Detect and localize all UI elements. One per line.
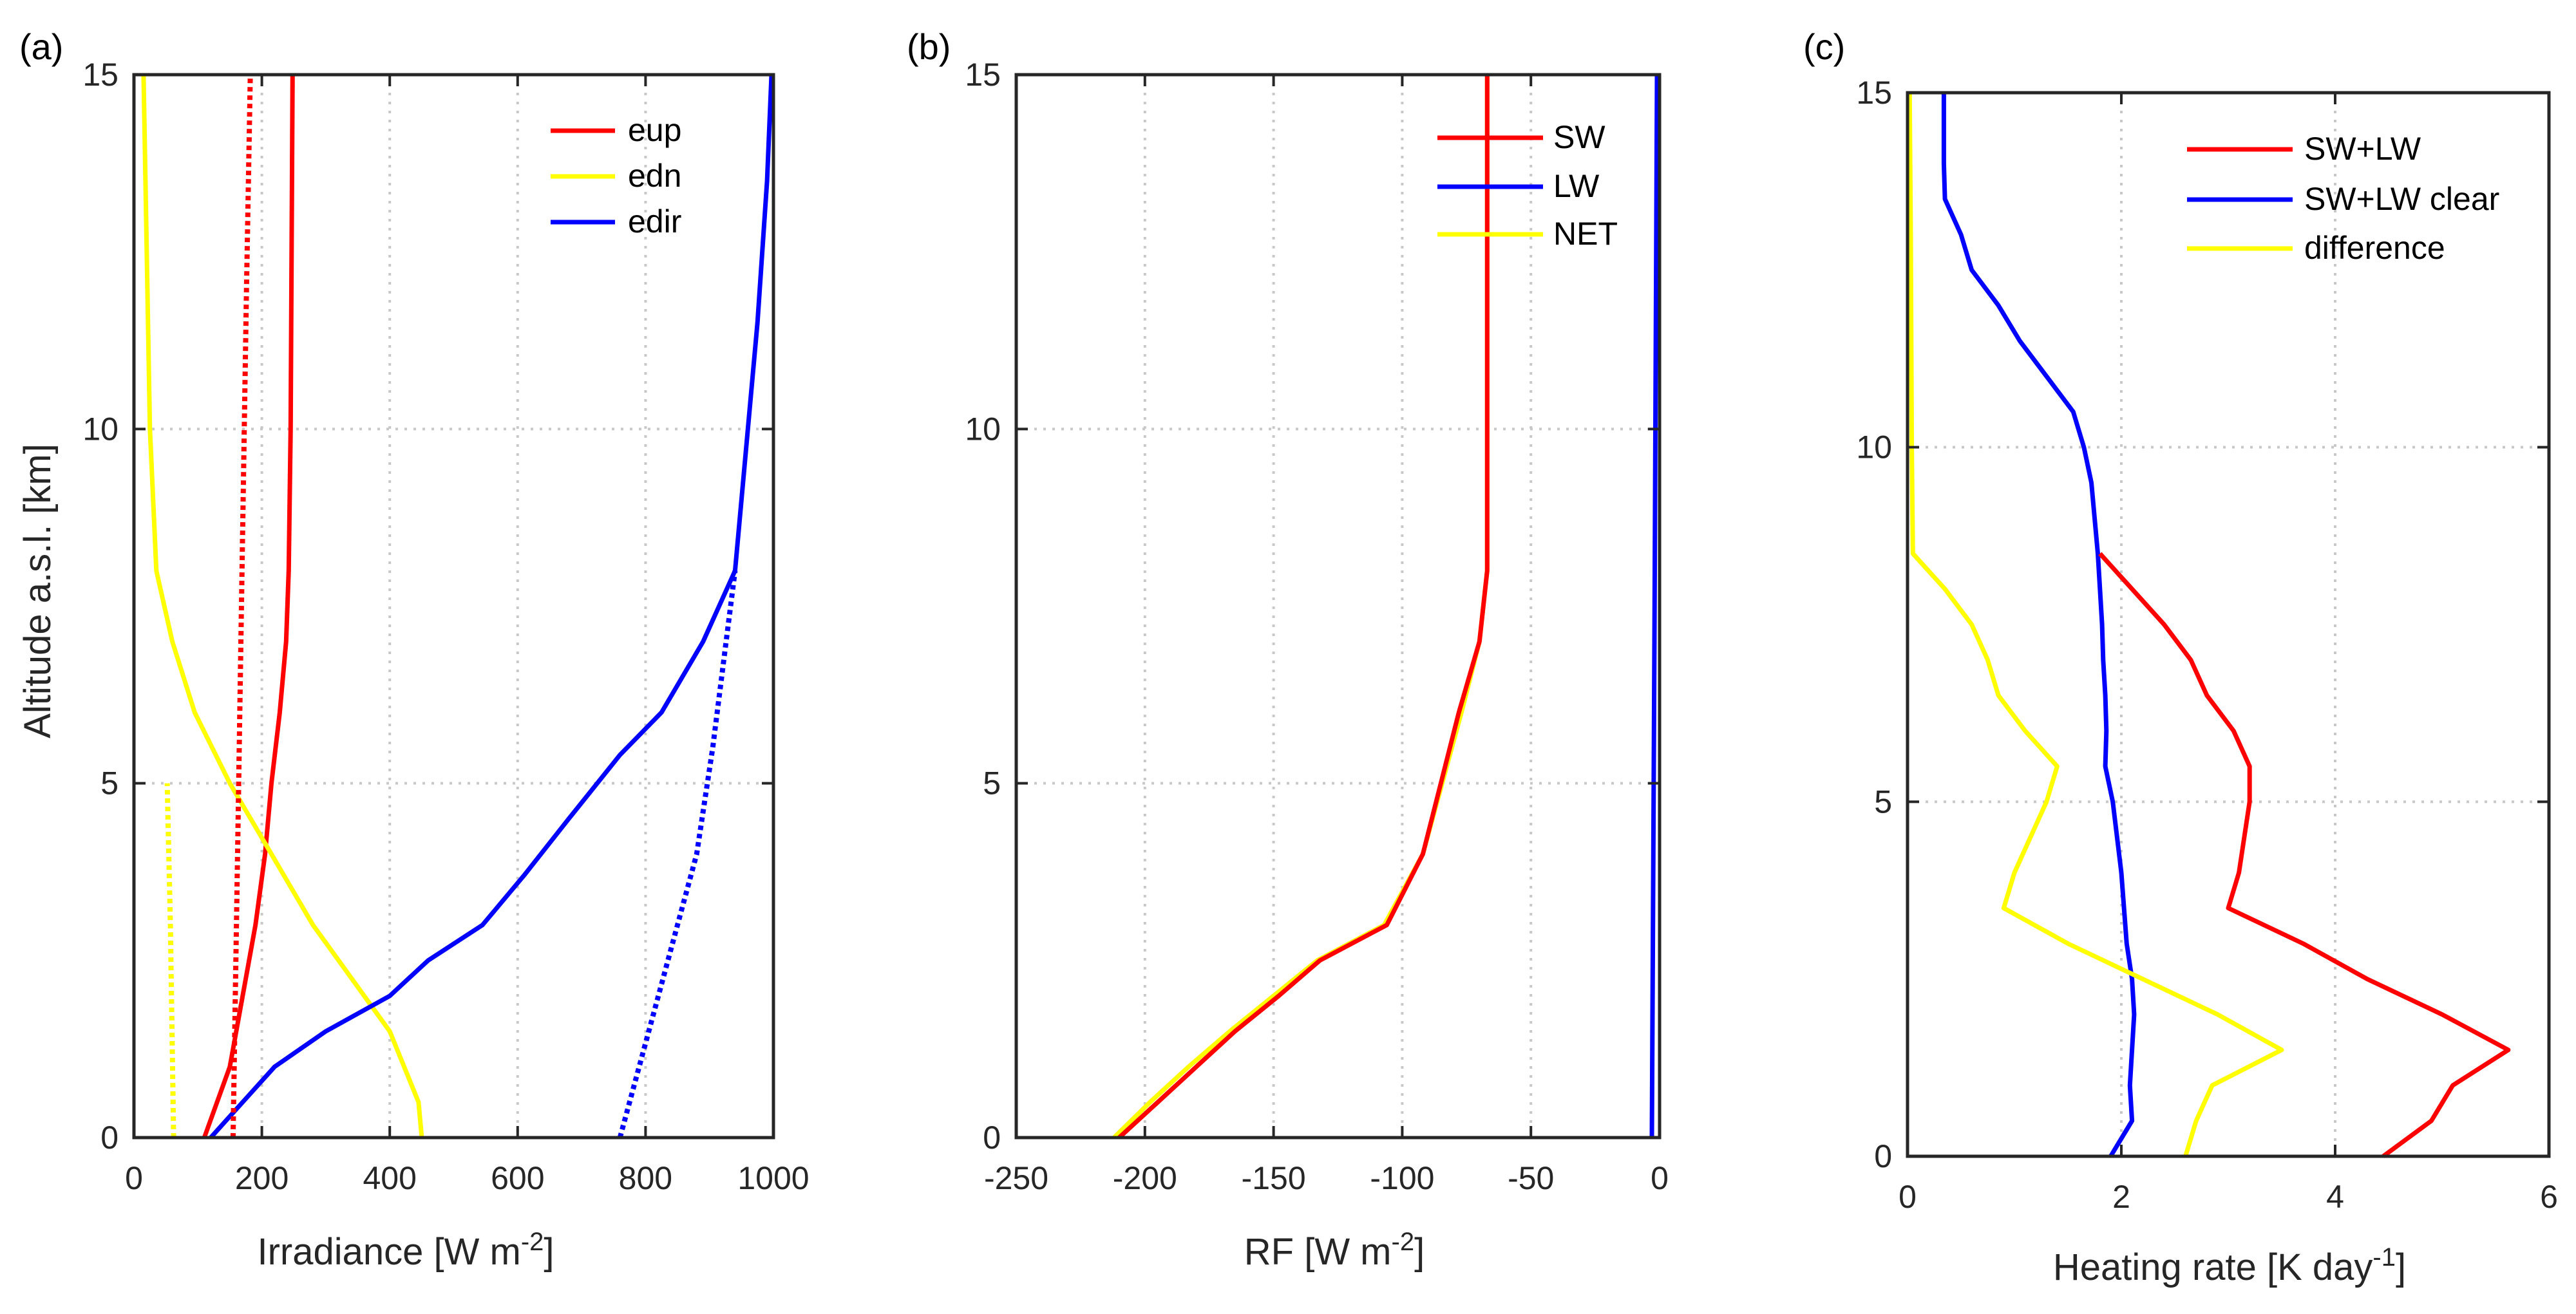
panel-c-ytick-label: 15 [1856,75,1892,111]
panel-b-label: (b) [907,26,951,67]
panel-b-xtick-label: -250 [984,1160,1048,1196]
panel-b-grid [1016,75,1660,1138]
panel-c-tick-labels: 0 2 4 6 0 5 10 15 [1856,75,2558,1215]
panel-b: (b) -250 -200 -150 -100 -50 0 0 5 10 15 RF [W m-2… [907,26,1669,1273]
panel-b-axes [1014,73,1662,1140]
panel-c-xtick-label: 2 [2112,1179,2130,1215]
series-line-edn [141,74,424,1138]
panel-a: (a) 0 200 400 600 800 1000 0 5 10 15 Irradiance [… [17,26,810,1273]
panel-b-ytick-label: 0 [983,1120,1001,1156]
panel-b-ytick-label: 15 [965,57,1001,93]
series-line-eup [202,74,295,1139]
panel-a-xtick-label: 200 [235,1160,289,1196]
series-line-edir-dotted [617,570,738,1139]
panel-a-xtick-label: 600 [491,1160,544,1196]
series-line-edir [209,74,774,1140]
panel-b-legend: SW LW NET [1437,119,1618,252]
panel-a-tick-labels: 0 200 400 600 800 1000 0 5 10 15 [82,57,809,1196]
panel-a-ytick-label: 5 [100,765,118,802]
panel-b-xtick-label: 0 [1651,1160,1669,1196]
legend-label-difference: difference [2304,230,2445,266]
panel-c-axes [1906,91,2551,1158]
panel-a-series [141,74,774,1140]
legend-label-sw: SW [1553,119,1605,155]
panel-c-xtick-label: 0 [1899,1179,1917,1215]
panel-c-ytick-label: 10 [1856,429,1892,465]
panel-b-plot-frame [1014,73,1662,1140]
series-line-sw [1117,75,1490,1140]
panel-a-ytick-label: 10 [82,411,118,447]
series-line-sw-lw [2098,552,2511,1158]
legend-label-edn: edn [628,158,681,194]
panel-a-plot-frame [132,73,775,1140]
panel-c-grid [1908,93,2549,1156]
series-line-edn-dotted [164,783,176,1138]
panel-b-ytick-label: 5 [983,765,1001,802]
panel-a-grid [134,75,773,1138]
legend-label-net: NET [1553,216,1618,252]
panel-a-ylabel: Altitude a.s.l. [km] [17,444,59,738]
panel-b-xlabel: RF [W m-2] [1244,1228,1425,1273]
panel-a-ytick-label: 15 [82,57,118,93]
panel-a-xtick-label: 400 [363,1160,416,1196]
panel-c-xtick-label: 6 [2540,1179,2558,1215]
legend-label-lw: LW [1553,168,1600,204]
panel-b-xtick-label: -100 [1370,1160,1434,1196]
series-line-lw [1649,74,1660,1138]
panel-a-ytick-label: 0 [100,1120,118,1156]
panel-a-xlabel: Irradiance [W m-2] [257,1228,554,1273]
panel-c-ytick-label: 5 [1874,784,1892,820]
panel-b-series [1112,74,1660,1140]
panel-c-label: (c) [1803,26,1845,67]
legend-label-swlw: SW+LW [2304,131,2421,167]
panel-c-legend: SW+LW SW+LW clear difference [2187,131,2499,266]
panel-c-plot-frame [1906,91,2551,1158]
panel-c: (c) 0 2 4 6 0 5 10 15 Heating rate [K day-1] SW… [1803,26,2558,1288]
panel-c-series [1907,92,2511,1158]
panel-a-axes [132,73,775,1140]
panel-a-xtick-label: 800 [619,1160,672,1196]
panel-b-xtick-label: -150 [1242,1160,1306,1196]
panel-a-xtick-label: 1000 [737,1160,809,1196]
panel-a-xtick-label: 0 [125,1160,143,1196]
panel-a-legend: eup edn edir [551,112,681,239]
panel-c-xtick-label: 4 [2326,1179,2344,1215]
panel-b-ytick-label: 10 [965,411,1001,447]
legend-label-eup: eup [628,112,681,148]
panel-b-xtick-label: -200 [1113,1160,1177,1196]
panel-b-xtick-label: -50 [1508,1160,1554,1196]
panel-b-tick-labels: -250 -200 -150 -100 -50 0 0 5 10 15 [965,57,1669,1196]
panel-c-xlabel: Heating rate [K day-1] [2053,1243,2406,1288]
legend-label-edir: edir [628,203,681,239]
panel-a-label: (a) [19,26,63,67]
panel-c-ytick-label: 0 [1874,1138,1892,1174]
legend-label-swlw-clear: SW+LW clear [2304,181,2499,217]
series-line-difference [1907,92,2284,1158]
series-line-eup-dotted [230,74,253,1138]
series-line-sw-lw-clear [1941,93,2137,1158]
